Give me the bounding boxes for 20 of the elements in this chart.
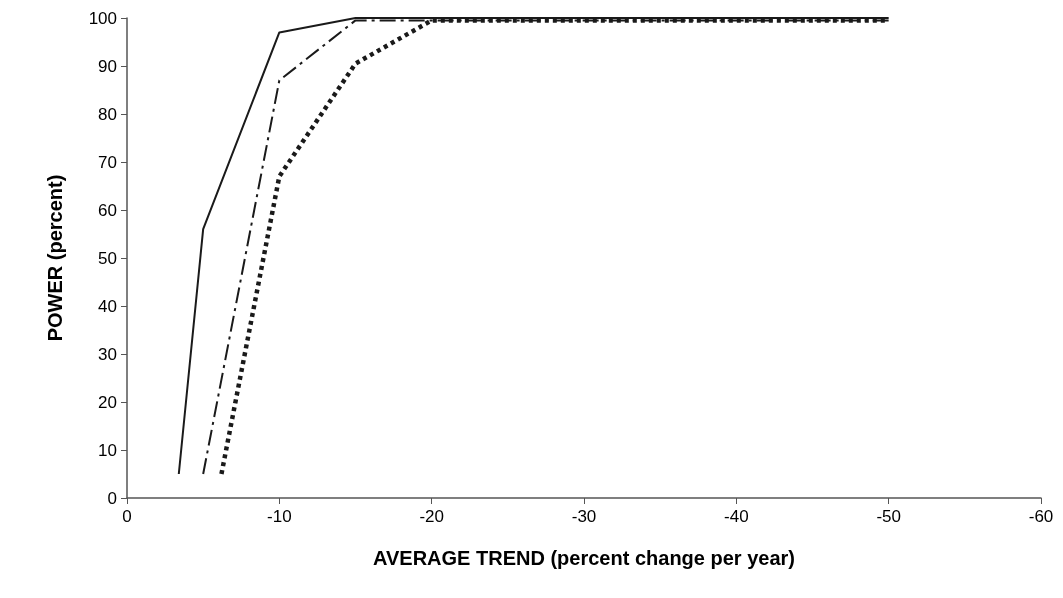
x-tick-label: -10 bbox=[267, 507, 292, 526]
x-tick-label: -50 bbox=[876, 507, 901, 526]
y-tick-label: 0 bbox=[107, 488, 117, 508]
y-tick-label: 50 bbox=[98, 248, 117, 268]
y-tick-label: 30 bbox=[98, 344, 117, 364]
y-tick-label: 100 bbox=[88, 8, 117, 28]
y-tick-label: 40 bbox=[98, 296, 117, 316]
y-tick-label: 70 bbox=[98, 152, 117, 172]
y-axis-title: POWER (percent) bbox=[44, 174, 66, 342]
x-tick-label: -20 bbox=[419, 507, 444, 526]
x-tick-label: -60 bbox=[1028, 507, 1054, 526]
y-tick-label: 60 bbox=[98, 200, 117, 220]
x-axis-title: AVERAGE TREND (percent change per year) bbox=[373, 547, 795, 569]
y-tick-label: 90 bbox=[98, 56, 117, 76]
x-tick-label: -40 bbox=[724, 507, 749, 526]
y-tick-label: 20 bbox=[98, 392, 117, 412]
x-tick-label: -30 bbox=[571, 507, 597, 526]
y-tick-label: 80 bbox=[98, 104, 117, 124]
x-tick-label: 0 bbox=[122, 507, 132, 526]
y-tick-label: 10 bbox=[98, 440, 117, 460]
